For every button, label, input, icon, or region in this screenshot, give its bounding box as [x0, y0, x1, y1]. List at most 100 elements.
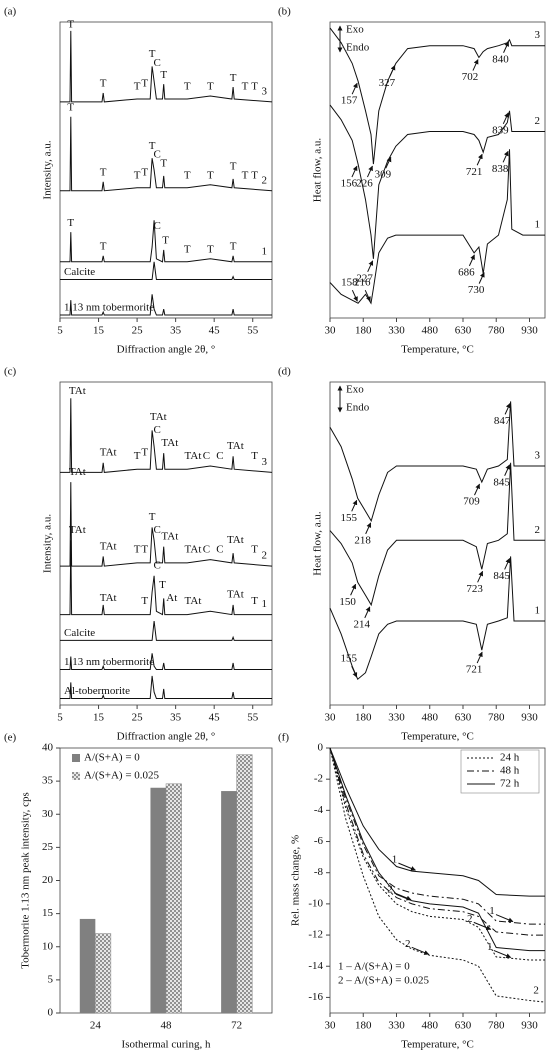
x-tick-label: 180: [355, 325, 372, 337]
y-tick-label: -12: [308, 929, 323, 941]
peak-label: T: [67, 18, 74, 30]
annotation: 845: [493, 570, 510, 582]
curve: [329, 104, 545, 259]
x-tick-label: 5: [57, 325, 63, 337]
curve: [329, 149, 545, 305]
curve-label: 3: [535, 29, 541, 41]
annotation-arrow: [478, 272, 485, 284]
y-tick-label: 10: [42, 940, 54, 952]
x-tick-label: 330: [388, 1020, 405, 1032]
peak-label: T: [141, 543, 148, 555]
annotation: 709: [463, 496, 480, 508]
peak-label: T: [100, 240, 107, 252]
annotation-arrow: [351, 289, 358, 302]
annotation-arrow: [504, 402, 511, 415]
annotation-arrow: [350, 583, 357, 596]
annotation: 2: [387, 883, 393, 895]
plot-frame: [59, 21, 273, 319]
legend-label: A/(S+A) = 0.025: [84, 770, 160, 782]
peak-label: TAt: [150, 411, 167, 423]
peak-label: T: [207, 81, 214, 93]
annotation-arrow: [477, 570, 484, 583]
curve-label: Al-tobermorite: [64, 685, 130, 697]
curve-label: 3: [262, 456, 268, 468]
peak-label: TAt: [227, 440, 244, 452]
peak-label: T: [230, 240, 237, 252]
x-tick-label: 330: [388, 712, 405, 724]
annotation: 227: [356, 272, 373, 284]
curve-label: 3: [262, 85, 268, 97]
y-tick-label: -6: [314, 835, 324, 847]
annotation: 1: [487, 941, 493, 953]
annotation: 721: [466, 664, 483, 676]
peak-label: T: [184, 81, 191, 93]
curve-label: Calcite: [64, 627, 95, 639]
x-tick-label: 5: [57, 712, 63, 724]
x-tick-label: 72: [231, 1020, 242, 1032]
peak-label: T: [141, 78, 148, 90]
annotation: 840: [492, 53, 509, 65]
curve: [329, 747, 545, 925]
peak-label: T: [230, 161, 237, 173]
legend-label: A/(S+A) = 0: [84, 752, 140, 764]
y-axis-label: Heat flow, a.u.: [312, 138, 324, 203]
peak-label: T: [251, 169, 258, 181]
curve: [329, 401, 545, 523]
annotation: 157: [341, 95, 358, 107]
legend-box: [460, 749, 540, 794]
peak-label: C: [153, 57, 160, 69]
y-tick-label: 40: [42, 742, 54, 754]
annotation: 702: [462, 71, 479, 83]
peak-label: T: [67, 101, 74, 113]
x-tick-label: 630: [455, 1020, 472, 1032]
annotation: 721: [466, 166, 483, 178]
x-axis-label: Temperature, °C: [401, 731, 474, 743]
x-axis-label: Temperature, °C: [401, 1039, 474, 1051]
y-tick-label: 15: [42, 907, 54, 919]
peak-label: C: [153, 560, 160, 572]
x-axis-label: Isothermal curing, h: [122, 1039, 211, 1051]
annotation-arrow: [385, 156, 392, 169]
y-tick-label: 0: [318, 742, 324, 754]
peak-label: T: [100, 166, 107, 178]
peak-label: T: [184, 169, 191, 181]
peak-label: C: [203, 543, 210, 555]
y-tick-label: 0: [48, 1007, 54, 1019]
x-tick-label: 24: [90, 1020, 102, 1032]
curve: [329, 747, 545, 936]
annotation: 730: [468, 284, 485, 296]
peak-label: T: [251, 543, 258, 555]
x-tick-label: 930: [521, 325, 538, 337]
plot-frame: [329, 381, 546, 706]
peak-label: TAt: [100, 540, 117, 552]
annotation-arrow: [398, 862, 416, 871]
peak-label: T: [159, 579, 166, 591]
annotation-arrow: [351, 165, 358, 178]
bar: [165, 783, 182, 1014]
annotation: 150: [339, 596, 356, 608]
x-tick-label: 45: [209, 712, 221, 724]
y-tick-label: -4: [314, 804, 324, 816]
exo-label: Exo: [346, 24, 364, 36]
panel-label: (c): [4, 366, 17, 378]
annotation: 1: [392, 854, 398, 866]
x-tick-label: 630: [455, 325, 472, 337]
annotation-arrow: [351, 665, 358, 678]
x-tick-label: 480: [421, 712, 438, 724]
curve-label: 1: [262, 245, 268, 257]
peak-label: C: [153, 424, 160, 436]
x-tick-label: 15: [93, 325, 105, 337]
curve: [329, 747, 546, 1003]
annotation-arrow: [473, 921, 492, 930]
y-tick-label: -14: [308, 960, 323, 972]
curve-label: 1.13 nm tobermorite: [64, 302, 154, 314]
peak-label: C: [153, 524, 160, 536]
curve: [60, 116, 273, 192]
curve-label: 2: [535, 115, 541, 127]
y-axis-label: Rel. mass change, %: [290, 835, 302, 926]
annotation-arrow: [493, 949, 512, 959]
x-tick-label: 780: [488, 712, 505, 724]
annotation: 2: [467, 913, 473, 925]
annotation: 156: [341, 178, 358, 190]
